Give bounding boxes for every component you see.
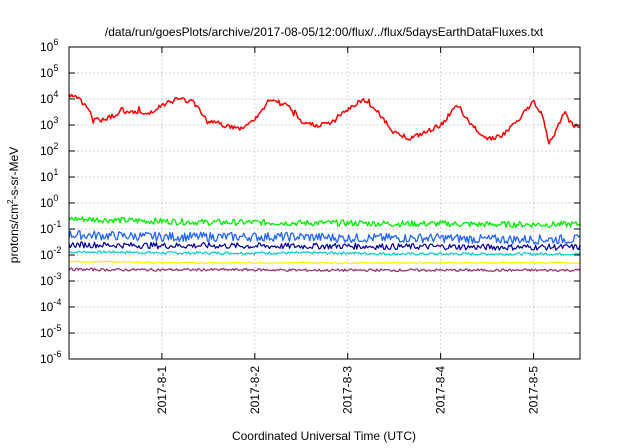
x-tick-label: 2017-8-2 (248, 366, 262, 414)
series-line (68, 229, 581, 245)
series-line (68, 260, 581, 265)
x-tick-label: 2017-8-4 (434, 366, 448, 414)
plot-frame (68, 46, 581, 360)
series-line (68, 216, 581, 229)
y-tick-label: 10-6 (40, 349, 61, 366)
x-tick-label: 2017-8-1 (155, 366, 169, 414)
y-tick-label: 10-4 (40, 297, 61, 314)
y-tick-label: 10-3 (40, 271, 61, 288)
y-tick-label: 103 (40, 115, 58, 132)
y-tick-label: 105 (40, 63, 58, 80)
series-line (68, 241, 581, 251)
y-tick-label: 10-2 (40, 245, 61, 262)
y-tick-label: 102 (40, 141, 58, 158)
series-line (68, 93, 581, 145)
y-tick-label: 106 (40, 37, 58, 54)
chart-title: /data/run/goesPlots/archive/2017-08-05/1… (105, 25, 544, 39)
y-tick-label: 101 (40, 167, 58, 184)
y-tick-label: 10-5 (40, 323, 61, 340)
y-tick-label: 10-1 (40, 219, 61, 236)
x-tick-label: 2017-8-3 (341, 366, 355, 414)
series-line (68, 250, 581, 256)
y-tick-label: 104 (40, 89, 58, 106)
y-axis-label: protons/cm2-s-sr-MeV (6, 147, 21, 263)
series-line (68, 267, 581, 273)
x-axis-label: Coordinated Universal Time (UTC) (232, 429, 416, 443)
axis-ticks (69, 46, 580, 360)
y-tick-labels: 10-6 10-5 10-4 10-3 10-2 10-1 100 101 102 103 104 1… (40, 37, 61, 366)
grid-lines (69, 47, 580, 359)
x-tick-labels: 2017-8-1 2017-8-2 2017-8-3 2017-8-4 2017-8-5 (155, 366, 541, 414)
data-series (68, 93, 581, 273)
y-tick-label: 100 (40, 193, 58, 210)
x-tick-label: 2017-8-5 (527, 366, 541, 414)
